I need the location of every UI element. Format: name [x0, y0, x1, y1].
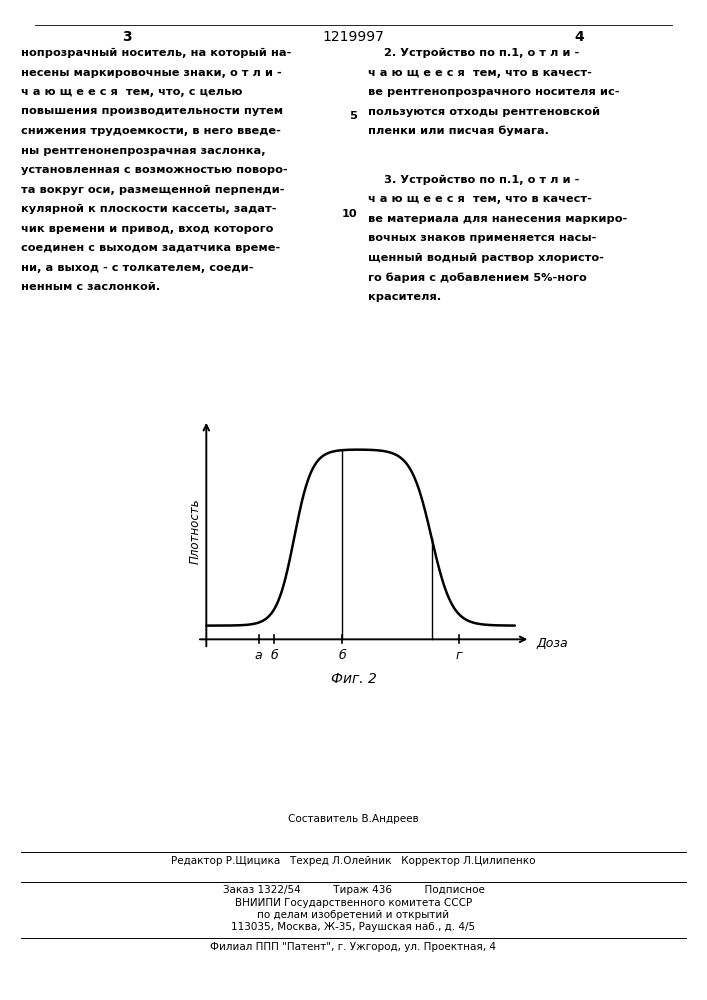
Text: красителя.: красителя. — [368, 292, 441, 302]
Text: кулярной к плоскости кассеты, задат-: кулярной к плоскости кассеты, задат- — [21, 204, 276, 214]
Text: ве материала для нанесения маркиро-: ве материала для нанесения маркиро- — [368, 214, 627, 224]
Text: ни, а выход - с толкателем, соеди-: ни, а выход - с толкателем, соеди- — [21, 263, 254, 273]
Text: по делам изобретений и открытий: по делам изобретений и открытий — [257, 910, 450, 920]
Text: ч а ю щ е е с я  тем, что в качест-: ч а ю щ е е с я тем, что в качест- — [368, 68, 592, 78]
Text: 3. Устройство по п.1, о т л и -: 3. Устройство по п.1, о т л и - — [368, 175, 579, 185]
Text: пользуются отходы рентгеновской: пользуются отходы рентгеновской — [368, 106, 600, 117]
Text: 3: 3 — [122, 30, 132, 44]
Text: 4: 4 — [575, 30, 585, 44]
Text: 2. Устройство по п.1, о т л и -: 2. Устройство по п.1, о т л и - — [368, 48, 579, 58]
Text: вочных знаков применяется насы-: вочных знаков применяется насы- — [368, 233, 596, 243]
Text: соединен с выходом задатчика време-: соединен с выходом задатчика време- — [21, 243, 281, 253]
Text: 113035, Москва, Ж-35, Раушская наб., д. 4/5: 113035, Москва, Ж-35, Раушская наб., д. … — [231, 922, 476, 932]
Text: Составитель В.Андреев: Составитель В.Андреев — [288, 814, 419, 824]
Text: чик времени и привод, вход которого: чик времени и привод, вход которого — [21, 224, 274, 233]
Text: Фиг. 2: Фиг. 2 — [331, 672, 376, 686]
Text: повышения производительности путем: повышения производительности путем — [21, 106, 284, 116]
Text: Филиал ППП "Патент", г. Ужгород, ул. Проектная, 4: Филиал ППП "Патент", г. Ужгород, ул. Про… — [211, 942, 496, 952]
Text: г: г — [456, 649, 462, 662]
Text: несены маркировочные знаки, о т л и -: несены маркировочные знаки, о т л и - — [21, 68, 282, 78]
Text: установленная с возможностью поворо-: установленная с возможностью поворо- — [21, 165, 288, 175]
Text: 1219997: 1219997 — [322, 30, 385, 44]
Text: б: б — [270, 649, 278, 662]
Text: Доза: Доза — [537, 637, 568, 650]
Text: а: а — [255, 649, 262, 662]
Text: щенный водный раствор хлористо-: щенный водный раствор хлористо- — [368, 253, 604, 263]
Text: ч а ю щ е е с я  тем, что в качест-: ч а ю щ е е с я тем, что в качест- — [368, 194, 592, 204]
Text: 10: 10 — [341, 209, 357, 219]
Text: ненным с заслонкой.: ненным с заслонкой. — [21, 282, 160, 292]
Text: ВНИИПИ Государственного комитета СССР: ВНИИПИ Государственного комитета СССР — [235, 898, 472, 908]
Text: б: б — [338, 649, 346, 662]
Text: ны рентгенонепрозрачная заслонка,: ны рентгенонепрозрачная заслонка, — [21, 146, 266, 156]
Text: нопрозрачный носитель, на который на-: нопрозрачный носитель, на который на- — [21, 48, 291, 58]
Text: снижения трудоемкости, в него введе-: снижения трудоемкости, в него введе- — [21, 126, 281, 136]
Text: Редактор Р.Щицика   Техред Л.Олейник   Корректор Л.Цилипенко: Редактор Р.Щицика Техред Л.Олейник Корре… — [171, 856, 536, 866]
Text: 5: 5 — [349, 111, 357, 121]
Text: ве рентгенопрозрачного носителя ис-: ве рентгенопрозрачного носителя ис- — [368, 87, 619, 97]
Text: го бария с добавлением 5%-ного: го бария с добавлением 5%-ного — [368, 272, 586, 283]
Text: Заказ 1322/54          Тираж 436          Подписное: Заказ 1322/54 Тираж 436 Подписное — [223, 885, 484, 895]
Text: та вокруг оси, размещенной перпенди-: та вокруг оси, размещенной перпенди- — [21, 185, 285, 195]
Text: пленки или писчая бумага.: пленки или писчая бумага. — [368, 126, 549, 136]
Text: Плотность: Плотность — [189, 499, 202, 564]
Text: ч а ю щ е е с я  тем, что, с целью: ч а ю щ е е с я тем, что, с целью — [21, 87, 243, 97]
